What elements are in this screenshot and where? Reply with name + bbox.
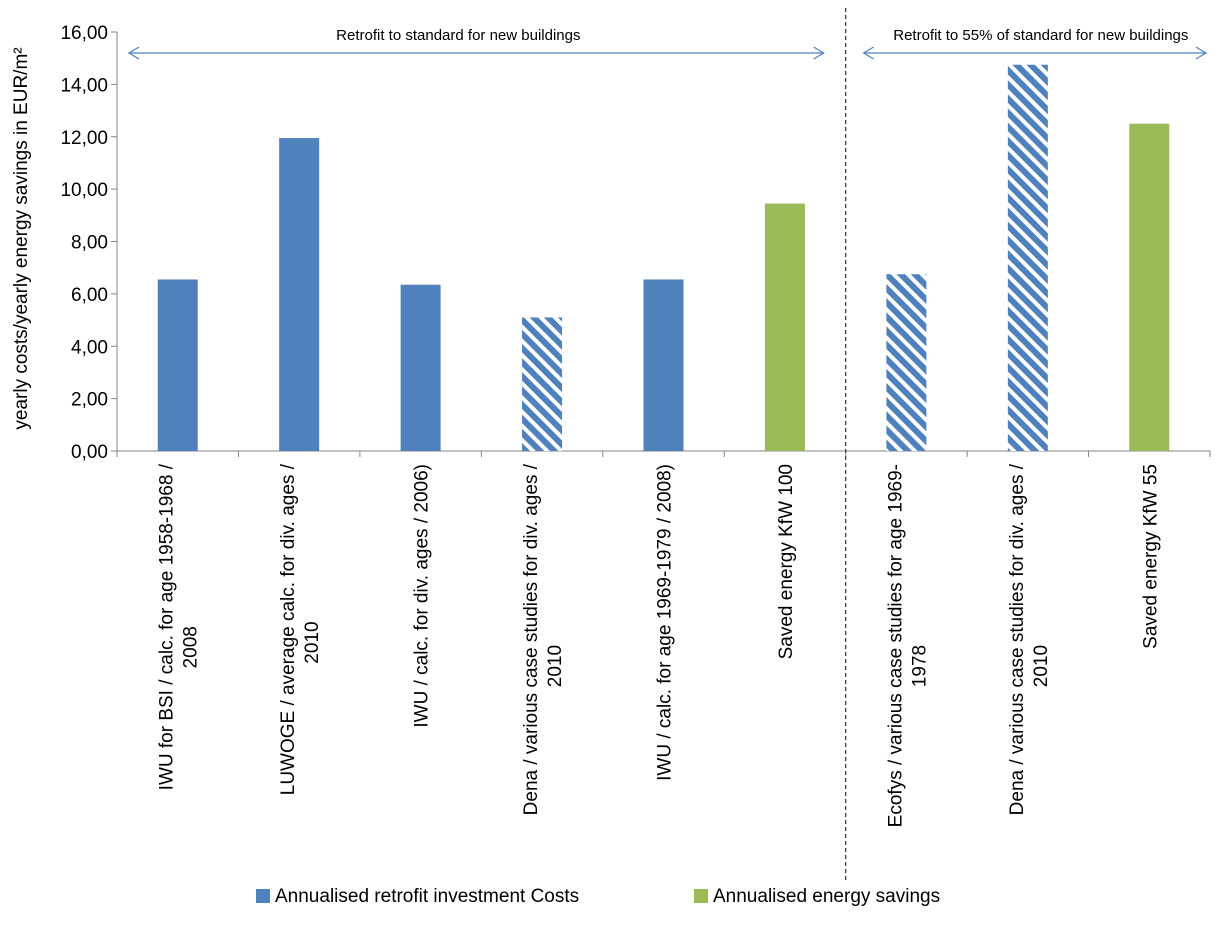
legend-swatch (256, 889, 270, 903)
bar (764, 203, 805, 451)
bar (279, 138, 320, 451)
category-label-line: 2010 (1031, 645, 1052, 687)
category-label: LUWOGE / average calc. for div. ages /20… (278, 463, 323, 795)
y-tick-label: 14,00 (60, 75, 108, 96)
category-label-line: Dena / various case studies for div. age… (1007, 463, 1028, 815)
category-label-line: Dena / various case studies for div. age… (521, 463, 542, 815)
y-tick-label: 6,00 (71, 285, 108, 306)
bar (886, 274, 927, 451)
bar (522, 317, 563, 451)
y-tick-label: 8,00 (71, 233, 108, 254)
category-label-line: Ecofys / various case studies for age 19… (885, 464, 906, 827)
y-tick-label: 12,00 (60, 128, 108, 149)
range-arrow (127, 46, 825, 60)
category-label: IWU / calc. for div. ages / 2006) (412, 464, 433, 728)
arrow-head-left (862, 46, 874, 60)
category-label-line: Saved energy KfW 55 (1140, 464, 1161, 649)
arrow-head-right (813, 46, 825, 60)
category-label: IWU for BSI / calc. for age 1958-1968 /2… (157, 463, 202, 790)
legend-swatch (694, 889, 708, 903)
category-label-line: 2008 (181, 626, 202, 668)
bar (1129, 123, 1170, 451)
y-tick-label: 0,00 (71, 442, 108, 463)
category-label: Dena / various case studies for div. age… (521, 463, 566, 815)
arrow-head-right (1195, 46, 1208, 60)
bar (643, 279, 684, 451)
bar (1007, 64, 1048, 451)
y-tick-label: 10,00 (60, 180, 108, 201)
plot-area: 0,00 2,00 4,00 6,00 8,00 10,00 12,00 14,00 16,00… (11, 8, 1211, 907)
bar (400, 284, 441, 451)
range-annotation: Retrofit to standard for new buildings (336, 27, 580, 44)
y-tick-label: 2,00 (71, 390, 108, 411)
category-label-line: IWU for BSI / calc. for age 1958-1968 / (157, 463, 178, 790)
bar (157, 279, 198, 451)
category-label-line: 2010 (545, 645, 566, 687)
range-annotation: Retrofit to 55% of standard for new buil… (893, 27, 1188, 44)
category-label-line: IWU / calc. for age 1969-1979 / 2008) (655, 464, 676, 781)
arrow-head-left (127, 46, 140, 60)
legend-label: Annualised retrofit investment Costs (275, 886, 579, 907)
category-label-line: Saved energy KfW 100 (776, 464, 797, 659)
y-axis-title: yearly costs/yearly energy savings in EU… (11, 47, 32, 429)
category-label: Ecofys / various case studies for age 19… (885, 464, 930, 827)
category-label-line: LUWOGE / average calc. for div. ages / (278, 463, 299, 795)
category-label: Saved energy KfW 55 (1140, 464, 1161, 649)
category-label-line: IWU / calc. for div. ages / 2006) (412, 464, 433, 728)
y-tick-label: 4,00 (71, 337, 108, 358)
category-label: Dena / various case studies for div. age… (1007, 463, 1052, 815)
range-arrow (862, 46, 1208, 60)
category-label-line: 2010 (302, 621, 323, 663)
y-tick-label: 16,00 (60, 23, 108, 44)
category-label-line: 1978 (909, 645, 930, 687)
category-label: IWU / calc. for age 1969-1979 / 2008) (655, 464, 676, 781)
legend-label: Annualised energy savings (713, 886, 940, 907)
category-label: Saved energy KfW 100 (776, 464, 797, 659)
